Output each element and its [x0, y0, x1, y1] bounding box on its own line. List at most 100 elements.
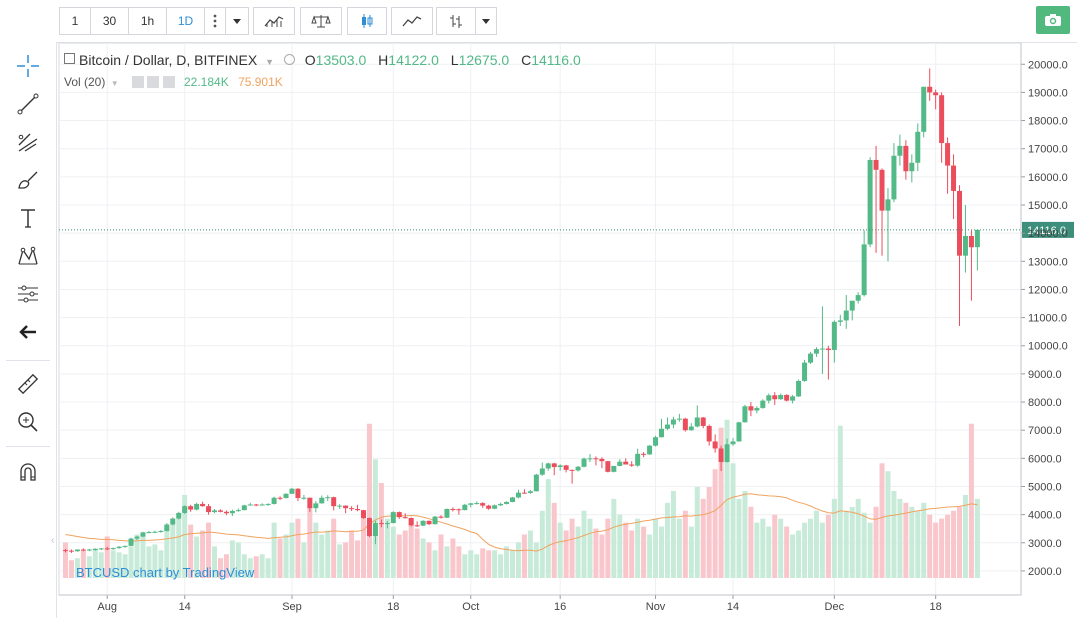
- ohlc-open-value: 13503.0: [315, 52, 367, 68]
- watermark[interactable]: BTCUSD chart by TradingView: [76, 565, 255, 580]
- hide-toolbar-button[interactable]: [14, 318, 42, 346]
- candle-body: [659, 428, 664, 438]
- price-tick-label: 2000.0: [1028, 566, 1062, 578]
- symbol-dropdown-icon[interactable]: ▼: [265, 57, 274, 67]
- date-tick-label: Dec: [825, 601, 845, 613]
- settings-circle-icon[interactable]: [283, 54, 295, 65]
- volume-dropdown-icon[interactable]: ▼: [110, 79, 119, 88]
- dropdown-icon: [482, 18, 490, 24]
- volume-bar: [319, 534, 325, 578]
- candle-body: [855, 295, 861, 301]
- volume-bar: [456, 546, 462, 578]
- zoom-button[interactable]: [14, 408, 42, 436]
- volume-bar: [378, 483, 384, 578]
- volume-bar: [498, 554, 504, 578]
- brush-icon: [18, 171, 38, 189]
- interval-30-button[interactable]: 30: [90, 7, 129, 35]
- candle-body: [313, 503, 319, 509]
- candle-body: [760, 400, 766, 408]
- magnet-button[interactable]: [14, 458, 42, 486]
- pitchfork-button[interactable]: [14, 128, 42, 156]
- candle-body: [146, 532, 152, 534]
- volume-bar: [468, 550, 474, 578]
- crosshair-icon: [17, 55, 39, 77]
- measure-button[interactable]: [14, 280, 42, 308]
- candles-style-button[interactable]: [347, 7, 387, 35]
- volume-bar: [384, 518, 390, 578]
- trendline-button[interactable]: [14, 90, 42, 118]
- volume-bar: [790, 534, 796, 578]
- date-tick-label: Oct: [462, 601, 479, 613]
- interval-1h-button[interactable]: 1h: [128, 7, 167, 35]
- volume-bar: [527, 530, 533, 578]
- candle-body: [140, 532, 146, 537]
- candle-body: [86, 549, 92, 551]
- style-dropdown-button[interactable]: [475, 7, 497, 35]
- candle-body: [277, 497, 283, 499]
- volume-bar: [599, 534, 605, 578]
- volume-bar: [903, 502, 909, 578]
- volume-bar: [653, 518, 659, 578]
- volume-bar: [736, 498, 742, 578]
- date-tick-label: Sep: [282, 601, 302, 613]
- volume-bar: [766, 526, 772, 578]
- volume-bar: [831, 498, 837, 578]
- scroll-left-handle[interactable]: ‹: [51, 535, 55, 546]
- ruler-button[interactable]: [14, 370, 42, 398]
- price-tick-label: 6000.0: [1028, 453, 1062, 465]
- candle-body: [158, 530, 164, 532]
- candle-body: [390, 512, 396, 524]
- date-tick-label: 16: [554, 601, 566, 613]
- brush-button[interactable]: [14, 166, 42, 194]
- candle-body: [134, 536, 140, 539]
- volume-bar: [355, 540, 361, 578]
- interval-label: 1: [71, 14, 79, 28]
- volume-legend: Vol (20) ▼ 22.184K 75.901K: [64, 75, 283, 89]
- candle-body: [68, 550, 74, 552]
- interval-1d-button[interactable]: 1D: [166, 7, 205, 35]
- candle-body: [247, 504, 253, 506]
- volume-bar: [63, 542, 68, 578]
- text-tool-button[interactable]: [14, 204, 42, 232]
- volume-bar: [915, 510, 921, 578]
- candle-body: [271, 497, 277, 504]
- volume-bar: [957, 506, 962, 578]
- candle-body: [557, 465, 563, 468]
- compare-button[interactable]: [300, 7, 342, 35]
- text-icon: [21, 209, 35, 228]
- candle-body: [515, 492, 521, 498]
- volume-bar: [390, 526, 396, 578]
- price-tick-label: 4000.0: [1028, 510, 1062, 522]
- volume-format-icon[interactable]: [147, 76, 160, 88]
- candle-body: [122, 545, 128, 547]
- pattern-button[interactable]: [14, 242, 42, 270]
- volume-bar: [307, 506, 313, 578]
- volume-bar: [551, 502, 557, 578]
- date-tick-label: 18: [387, 601, 399, 613]
- bars-style-button[interactable]: [436, 7, 476, 35]
- candle-body: [408, 518, 414, 526]
- indicators-icon: [264, 16, 284, 27]
- candle-body: [688, 426, 694, 431]
- more-intervals-button[interactable]: [204, 7, 226, 35]
- candle-body: [456, 509, 462, 511]
- candle-body: [641, 453, 647, 455]
- candle-body: [951, 165, 957, 191]
- candle-body: [527, 491, 533, 493]
- collapse-legend-icon[interactable]: [64, 53, 75, 64]
- indicators-button[interactable]: [253, 7, 295, 35]
- candle-body: [521, 492, 527, 494]
- volume-bar: [676, 518, 682, 578]
- volume-settings-icon[interactable]: [131, 76, 144, 88]
- crosshair-button[interactable]: [14, 52, 42, 80]
- volume-bar: [426, 542, 432, 578]
- volume-bar: [730, 463, 736, 578]
- interval-1-button[interactable]: 1: [59, 7, 91, 35]
- interval-dropdown-button[interactable]: [225, 7, 249, 35]
- area-style-button[interactable]: [391, 7, 433, 35]
- price-tick-label: 15000.0: [1028, 200, 1068, 212]
- volume-bar: [688, 526, 694, 578]
- volume-close-icon[interactable]: [162, 76, 175, 88]
- snapshot-button[interactable]: [1036, 6, 1070, 34]
